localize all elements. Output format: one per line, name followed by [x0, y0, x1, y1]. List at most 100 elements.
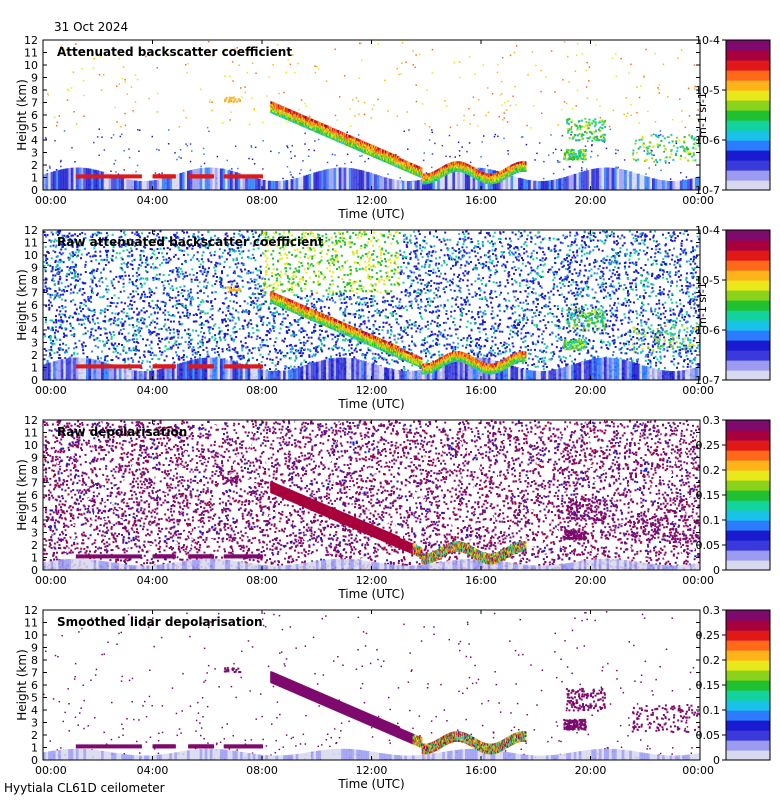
x-tick-label: 08:00 [246, 384, 278, 397]
colorbar-swatch [726, 510, 770, 521]
y-tick-label: 4 [31, 324, 38, 337]
y-tick-label: 5 [31, 122, 38, 135]
x-tick-label: 20:00 [575, 384, 607, 397]
colorbar-swatch [726, 650, 770, 661]
y-axis-label: Height (km) [15, 269, 29, 340]
colorbar-swatch [726, 360, 770, 371]
x-axis-label: Time (UTC) [337, 777, 404, 791]
site-label: Hyytiala CL61D ceilometer [4, 781, 165, 795]
colorbar-swatch [726, 690, 770, 701]
colorbar-swatch [726, 730, 770, 741]
colorbar-frame [725, 229, 771, 381]
colorbar-tick-label: 10-7 [695, 184, 720, 197]
plot-area [43, 40, 700, 190]
y-tick-label: 1 [31, 172, 38, 185]
y-tick-label: 3 [31, 147, 38, 160]
colorbar-tick-label: 0.1 [703, 514, 721, 527]
y-tick-label: 11 [24, 47, 38, 60]
heatmap-cells [43, 420, 700, 570]
colorbar-swatch [726, 340, 770, 351]
y-tick-label: 10 [24, 59, 38, 72]
y-tick-label: 4 [31, 134, 38, 147]
y-tick-label: 6 [31, 299, 38, 312]
y-tick-label: 8 [31, 274, 38, 287]
x-tick-label: 08:00 [246, 574, 278, 587]
colorbar-tick-label: 0.05 [696, 539, 721, 552]
y-tick-label: 2 [31, 159, 38, 172]
y-tick-label: 11 [24, 617, 38, 630]
colorbar-swatch [726, 500, 770, 511]
colorbar-swatch [726, 350, 770, 361]
y-tick-label: 2 [31, 539, 38, 552]
x-tick-label: 12:00 [356, 574, 388, 587]
colorbar: 10-7 10-6 10-5 10-4 m-1 sr-1 [695, 34, 771, 197]
y-tick-label: 0 [31, 374, 38, 387]
colorbar-swatch [726, 420, 770, 431]
colorbar-tick-label: 0.05 [696, 729, 721, 742]
x-axis-label: Time (UTC) [337, 397, 404, 411]
colorbar-frame [725, 39, 771, 191]
colorbar-tick-label: 10-4 [695, 34, 720, 47]
date-label: 31 Oct 2024 [54, 20, 128, 34]
y-tick-label: 0 [31, 184, 38, 197]
y-tick-label: 7 [31, 97, 38, 110]
colorbar-swatch [726, 670, 770, 681]
y-tick-label: 8 [31, 654, 38, 667]
colorbar-swatch [726, 130, 770, 141]
y-tick-label: 4 [31, 514, 38, 527]
colorbar-swatch [726, 280, 770, 291]
x-tick-label: 16:00 [465, 384, 497, 397]
colorbar: 0 0.05 0.1 0.15 0.2 0.25 0.3 [696, 604, 771, 767]
colorbar-swatch [726, 90, 770, 101]
y-tick-label: 12 [24, 34, 38, 47]
colorbar-tick-label: 0.25 [696, 439, 721, 452]
colorbar-swatch [726, 40, 770, 51]
panel-2: Raw attenuated backscatter coefficient01… [15, 224, 771, 411]
colorbar-swatch [726, 660, 770, 671]
colorbar-swatch [726, 750, 770, 761]
colorbar-swatch [726, 610, 770, 621]
colorbar-swatch [726, 80, 770, 91]
x-tick-label: 08:00 [246, 194, 278, 207]
colorbar-swatch [726, 460, 770, 471]
x-tick-label: 12:00 [356, 384, 388, 397]
y-axis-label: Height (km) [15, 79, 29, 150]
heatmap-cells [43, 41, 700, 190]
colorbar-swatch [726, 150, 770, 161]
y-tick-label: 9 [31, 642, 38, 655]
y-tick-label: 6 [31, 489, 38, 502]
colorbar-swatch [726, 260, 770, 271]
colorbar-tick-label: 0 [713, 564, 720, 577]
y-tick-label: 3 [31, 717, 38, 730]
x-tick-label: 00:00 [35, 194, 67, 207]
colorbar-swatch [726, 490, 770, 501]
y-tick-label: 1 [31, 552, 38, 565]
colorbar-tick-label: 0.25 [696, 629, 721, 642]
panel-4: Smoothed lidar depolarisation01234567891… [15, 604, 771, 791]
y-tick-label: 10 [24, 629, 38, 642]
colorbar-swatch [726, 290, 770, 301]
colorbar-swatch [726, 710, 770, 721]
colorbar-tick-label: 0.15 [696, 489, 721, 502]
y-tick-label: 6 [31, 109, 38, 122]
colorbar-swatch [726, 680, 770, 691]
x-tick-label: 00:00 [682, 574, 714, 587]
colorbar-tick-label: 0.2 [703, 464, 721, 477]
y-tick-label: 8 [31, 84, 38, 97]
colorbar-swatch [726, 60, 770, 71]
panel-title: Attenuated backscatter coefficient [57, 45, 292, 59]
colorbar-swatch [726, 240, 770, 251]
x-tick-label: 00:00 [682, 384, 714, 397]
colorbar-swatch [726, 640, 770, 651]
colorbar-tick-label: 10-5 [695, 274, 720, 287]
colorbar-swatch [726, 700, 770, 711]
x-tick-label: 16:00 [465, 194, 497, 207]
y-tick-label: 5 [31, 502, 38, 515]
colorbar-swatch [726, 450, 770, 461]
colorbar-tick-label: 0.3 [703, 604, 721, 617]
colorbar-swatch [726, 50, 770, 61]
x-tick-label: 00:00 [35, 764, 67, 777]
colorbar-swatch [726, 370, 770, 381]
x-tick-label: 16:00 [465, 764, 497, 777]
